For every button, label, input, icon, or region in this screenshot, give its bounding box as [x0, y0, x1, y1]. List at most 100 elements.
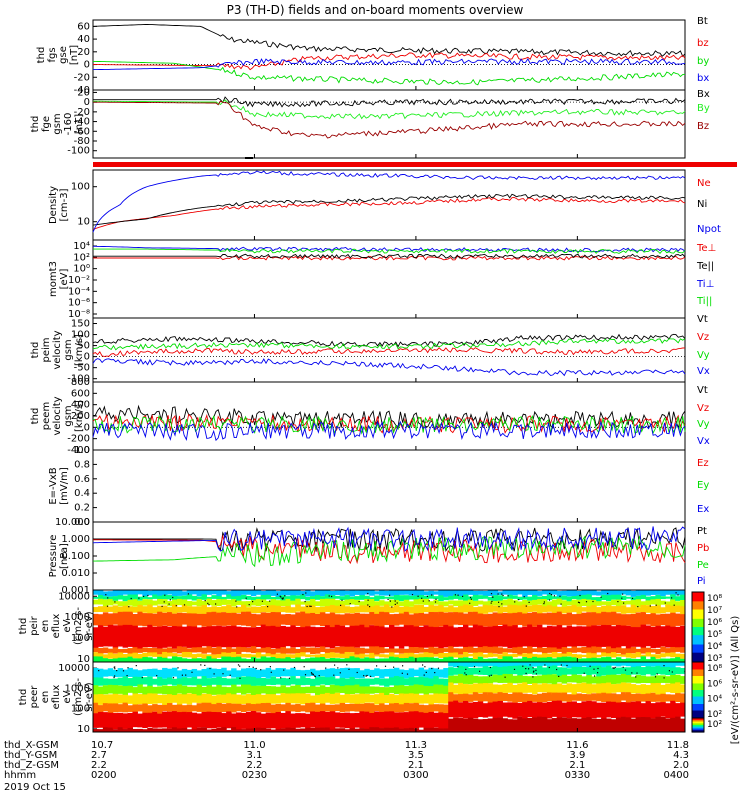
spectrogram-cell — [157, 704, 163, 714]
series-line-Ni — [92, 193, 686, 226]
spectrogram-cell — [428, 678, 434, 687]
spectrogram-cell — [310, 657, 316, 662]
spectrogram-cell — [640, 601, 647, 607]
spectrogram-cell — [334, 685, 341, 693]
spectrogram-cell — [532, 656, 538, 662]
spectrogram-noise — [394, 603, 396, 605]
spectrogram-noise — [370, 675, 372, 677]
spectrogram-cell — [265, 647, 272, 655]
spectrogram-cell — [680, 702, 686, 717]
spectrogram-cell — [398, 595, 405, 602]
spectrogram-cell — [354, 596, 360, 600]
spectrogram-cell — [566, 652, 573, 657]
spectrogram-noise — [204, 664, 206, 666]
spectrogram-cell — [349, 713, 355, 730]
spectrogram-cell — [507, 674, 513, 684]
spectrogram-cell — [615, 606, 622, 613]
spectrogram-cell — [453, 652, 459, 658]
spectrogram-cell — [650, 590, 656, 595]
colorbar-cell — [692, 658, 704, 661]
spectrogram-cell — [680, 662, 686, 666]
spectrogram-cell — [389, 687, 395, 693]
spectrogram-cell — [196, 606, 203, 614]
spectrogram-cell — [201, 604, 207, 615]
spectrogram-cell — [591, 693, 597, 701]
ytick-label: 600 — [71, 388, 90, 399]
spectrogram-cell — [349, 728, 355, 732]
spectrogram-cell — [191, 658, 198, 662]
spectrogram-cell — [107, 606, 114, 612]
colorbar-cell — [692, 641, 704, 643]
spectrogram-cell — [122, 669, 129, 679]
xaxis-row-label: thd_Z-GSM — [4, 760, 59, 771]
spectrogram-cell — [517, 596, 523, 600]
spectrogram-cell — [147, 613, 153, 627]
spectrogram-cell — [369, 612, 375, 625]
spectrogram-cell — [137, 658, 143, 662]
spectrogram-noise — [431, 667, 433, 670]
spectrogram-cell — [339, 653, 346, 658]
spectrogram-noise — [367, 592, 369, 595]
series-line-Te⊥ — [93, 255, 686, 261]
spectrogram-noise — [276, 593, 278, 595]
spectrogram-cell — [226, 612, 232, 626]
spectrogram-cell — [517, 646, 523, 655]
spectrogram-noise — [175, 605, 177, 607]
spectrogram-cell — [132, 676, 138, 687]
spectrogram-cell — [122, 654, 129, 659]
colorbar-cell — [692, 664, 704, 667]
spectrogram-cell — [107, 684, 114, 694]
spectrogram-cell — [305, 703, 311, 713]
colorbar-cell — [692, 597, 704, 600]
spectrogram-cell — [285, 605, 291, 613]
spectrogram-cell — [408, 625, 415, 648]
spectrogram-cell — [324, 590, 331, 596]
spectrogram-cell — [606, 601, 612, 607]
spectrogram-cell — [339, 728, 346, 732]
spectrogram-cell — [438, 604, 444, 615]
spectrogram-cell — [295, 598, 301, 607]
spectrogram-cell — [606, 662, 612, 667]
spectrogram-cell — [127, 678, 133, 687]
spectrogram-cell — [650, 627, 656, 649]
spectrogram-cell — [181, 694, 188, 704]
spectrogram-noise — [310, 672, 313, 674]
spectrogram-noise — [550, 594, 552, 596]
spectrogram-cell — [453, 594, 459, 599]
spectrogram-cell — [625, 652, 632, 658]
spectrogram-cell — [581, 658, 587, 662]
spectrogram-cell — [660, 658, 666, 662]
spectrogram-cell — [221, 652, 227, 658]
spectrogram-cell — [492, 595, 499, 601]
spectrogram-cell — [660, 600, 666, 605]
spectrogram-noise — [635, 676, 637, 678]
spectrogram-cell — [221, 713, 227, 729]
spectrogram-cell — [324, 594, 331, 600]
spectrogram-cell — [295, 595, 301, 600]
spectrogram-cell — [497, 684, 503, 694]
spectrogram-cell — [497, 675, 503, 683]
spectrogram-cell — [285, 657, 291, 662]
spectrogram-cell — [507, 613, 513, 628]
spectrogram-cell — [117, 677, 124, 686]
spectrogram-cell — [532, 683, 538, 695]
spectrogram-cell — [97, 625, 104, 647]
spectrogram-cell — [221, 677, 227, 686]
spectrogram-cell — [467, 627, 474, 649]
spectrogram-cell — [122, 595, 129, 602]
spectrogram-cell — [620, 662, 627, 666]
spectrogram-cell — [241, 594, 247, 600]
spectrogram-cell — [472, 659, 479, 662]
spectrogram-cell — [315, 590, 321, 597]
spectrogram-cell — [329, 648, 336, 653]
colorbar-cell — [692, 659, 704, 662]
colorbar-cell — [692, 593, 704, 595]
spectrogram-cell — [349, 694, 355, 704]
spectrogram-cell — [167, 601, 173, 607]
spectrogram-cell — [176, 728, 183, 732]
spectrogram-cell — [112, 658, 119, 662]
spectrogram-cell — [463, 646, 469, 653]
spectrogram-cell — [482, 666, 489, 675]
spectrogram-cell — [176, 646, 183, 654]
ytick-label: 0 — [84, 422, 90, 433]
